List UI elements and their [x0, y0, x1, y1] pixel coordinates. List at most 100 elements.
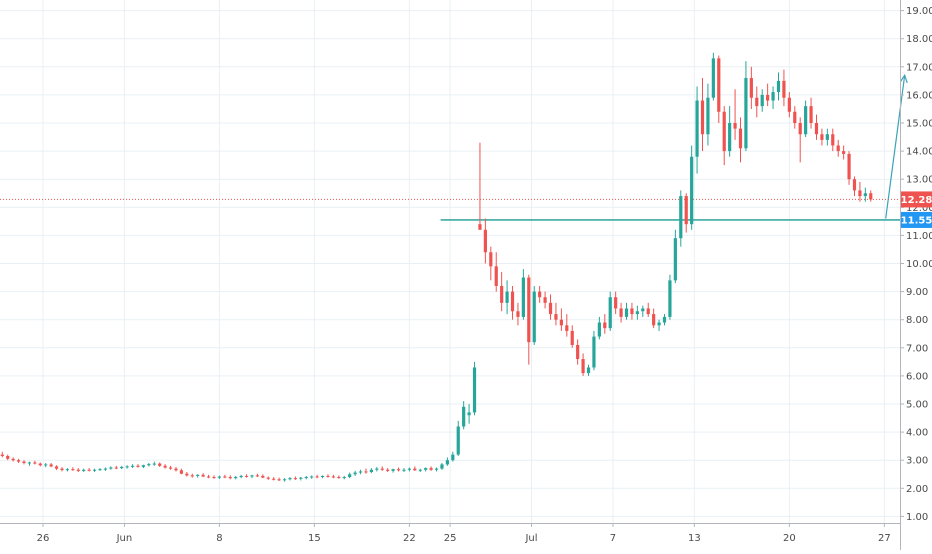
candle-body: [136, 465, 140, 467]
candle: [440, 463, 444, 470]
candle-body: [11, 458, 15, 461]
candle: [521, 269, 525, 320]
candle-body: [71, 469, 75, 471]
candle: [820, 128, 824, 146]
candle: [516, 302, 520, 326]
candle-body: [228, 477, 232, 479]
candle: [728, 106, 732, 157]
candle: [76, 468, 80, 473]
candle-body: [76, 469, 80, 471]
candle-body: [869, 193, 873, 200]
price-tick-label: 9.00: [906, 287, 928, 298]
candle: [320, 475, 325, 479]
candle-body: [445, 460, 449, 465]
candle-body: [147, 464, 151, 466]
candle: [809, 97, 813, 129]
candle-body: [863, 193, 867, 197]
candle: [738, 117, 743, 163]
time-axis[interactable]: 26 Jun 8 15 22 25 Jul 7 13 20 27: [0, 523, 900, 544]
price-axis[interactable]: 1.00 2.00 3.00 4.00 5.00 6.00 7.00 8.00 9.00 10.0…: [900, 0, 932, 550]
candle-body: [684, 196, 688, 225]
price-tick-label: 14.00: [906, 147, 932, 158]
candle-body: [353, 472, 357, 475]
candle: [147, 463, 151, 467]
price-tick-label: 15.00: [906, 119, 932, 130]
candle-body: [125, 466, 129, 468]
candle-body: [478, 224, 482, 230]
candle-body: [277, 479, 281, 481]
candle: [114, 465, 118, 470]
candle: [869, 190, 873, 202]
candle-body: [190, 475, 194, 477]
candle-body: [614, 297, 618, 309]
candle-body: [820, 134, 824, 140]
candle-body: [852, 179, 857, 191]
candle: [489, 246, 493, 281]
candle: [239, 474, 243, 479]
candle-body: [462, 406, 466, 427]
candle-body: [597, 322, 601, 337]
candle: [467, 404, 471, 424]
candles: [0, 52, 873, 482]
candle-body: [505, 291, 509, 303]
candle-body: [299, 477, 303, 479]
candle: [798, 117, 802, 163]
candle-body: [44, 464, 48, 466]
candle-body: [288, 478, 292, 480]
candle-body: [700, 100, 705, 135]
candle: [646, 302, 650, 317]
candle-body: [603, 322, 607, 329]
price-tick-label: 2.00: [906, 484, 928, 495]
candle-body: [755, 97, 759, 107]
candle: [635, 305, 639, 320]
candle: [836, 139, 840, 157]
candle: [223, 474, 227, 479]
candle: [451, 451, 455, 462]
candle-body: [858, 190, 862, 197]
candle: [27, 461, 32, 466]
price-tick-label: 11.00: [906, 231, 932, 242]
candle: [787, 92, 791, 118]
price-tick-label: 3.00: [906, 456, 928, 467]
candle: [706, 83, 710, 146]
candle: [33, 460, 37, 465]
candle: [407, 467, 411, 472]
candle: [158, 462, 162, 467]
candle: [71, 467, 75, 471]
candle: [603, 314, 607, 334]
price-tick-label: 13.00: [906, 175, 932, 186]
candle-body: [456, 426, 460, 455]
candle-body: [33, 462, 37, 464]
price-tick-label: 1.00: [906, 512, 928, 523]
candle: [852, 176, 857, 197]
candle-body: [402, 469, 406, 471]
candle-body: [559, 319, 563, 326]
candle-body: [652, 314, 656, 326]
candle: [6, 454, 10, 461]
candle-body: [234, 477, 238, 479]
candle: [690, 145, 694, 230]
candle-body: [158, 463, 162, 466]
candle: [348, 472, 352, 479]
candle: [782, 69, 786, 107]
candle-body: [407, 468, 411, 470]
projection-arrow-line[interactable]: [885, 75, 906, 219]
price-tick-label: 16.00: [906, 90, 932, 101]
candle: [538, 285, 542, 303]
candle: [478, 142, 482, 230]
candle: [179, 468, 184, 475]
candle: [369, 468, 373, 474]
candle: [608, 291, 612, 331]
candle: [505, 280, 509, 315]
candle: [38, 462, 42, 467]
candle-body: [733, 123, 737, 129]
candle-body: [679, 196, 683, 239]
candle-body: [738, 128, 743, 149]
candle: [136, 464, 140, 468]
candle-body: [440, 464, 444, 469]
time-tick-label: 22: [403, 533, 416, 544]
candle: [65, 468, 70, 472]
candle-body: [413, 468, 417, 471]
